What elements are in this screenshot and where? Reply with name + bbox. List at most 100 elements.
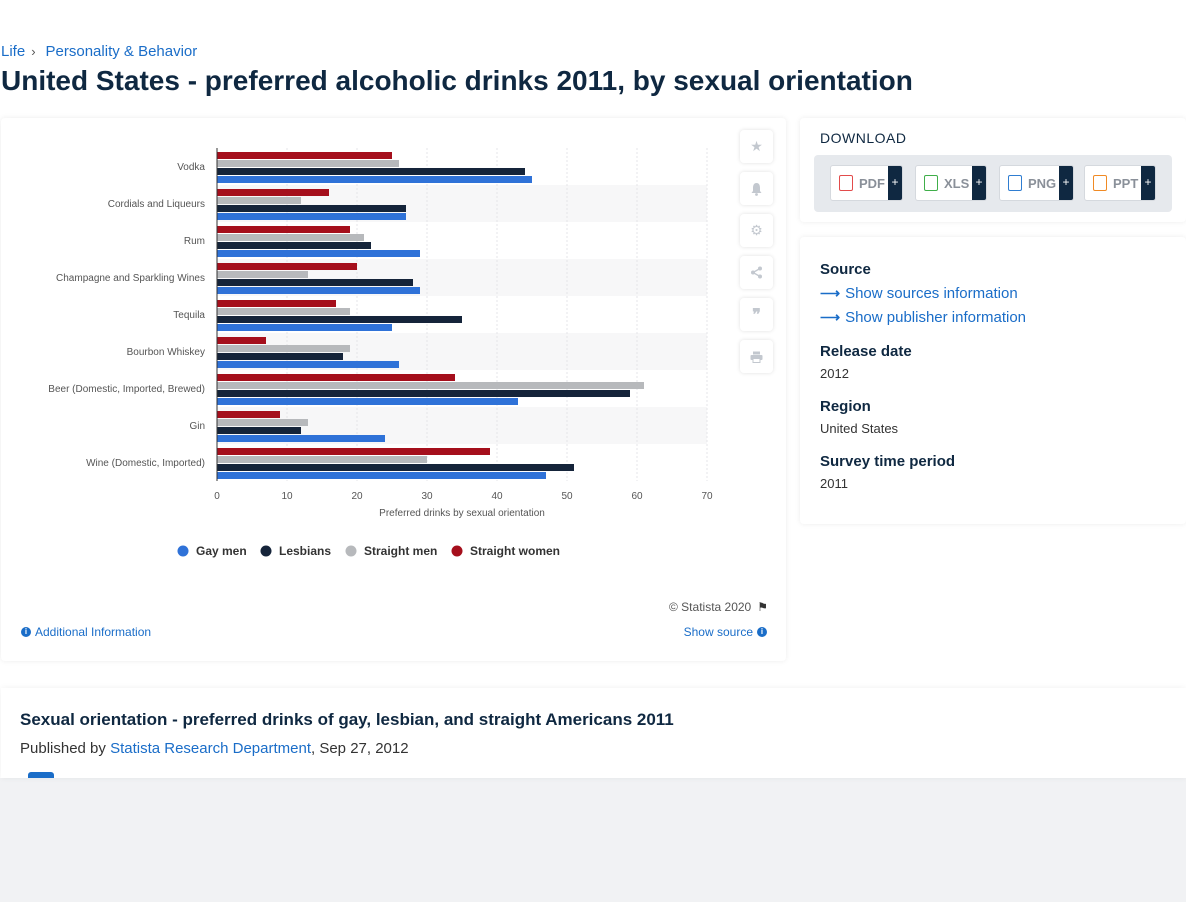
download-xls-button[interactable]: XLS + [915, 165, 987, 201]
category-label: Vodka [177, 162, 205, 173]
arrow-right-icon: ⟶ [820, 285, 841, 301]
region-value: United States [820, 421, 899, 436]
legend-label: Straight women [470, 544, 560, 558]
category-label: Bourbon Whiskey [127, 347, 205, 358]
info-icon: i [21, 627, 31, 637]
release-date-heading: Release date [820, 343, 912, 360]
download-ppt-label: PPT [1113, 175, 1139, 191]
ppt-file-icon [1093, 175, 1107, 191]
bar-gay-men [217, 398, 518, 405]
print-icon [750, 351, 763, 363]
bar-straight-men [217, 271, 308, 278]
category-label: Wine (Domestic, Imported) [86, 458, 205, 469]
download-title: DOWNLOAD [820, 130, 907, 146]
region-heading: Region [820, 398, 871, 415]
statistic-details-card: Source ⟶ Show sources information ⟶ Show… [800, 237, 1186, 524]
x-tick-label: 0 [214, 491, 220, 502]
bar-lesbians [217, 390, 630, 397]
bar-straight-women [217, 374, 455, 381]
survey-period-heading: Survey time period [820, 453, 956, 470]
legend-marker [177, 545, 189, 557]
bar-gay-men [217, 176, 532, 183]
bar-straight-men [217, 160, 399, 167]
share-icon [751, 266, 762, 279]
bar-straight-men [217, 419, 308, 426]
bar-straight-men [217, 456, 427, 463]
x-tick-label: 20 [351, 491, 363, 502]
arrow-right-icon: ⟶ [820, 309, 841, 325]
bar-straight-men [217, 345, 350, 352]
bar-gay-men [217, 213, 406, 220]
download-card: DOWNLOAD PDF + XLS + PNG + PPT + [800, 118, 1186, 222]
plus-icon: + [1059, 166, 1073, 200]
info-icon: i [757, 627, 767, 637]
breadcrumb: Life › Personality & Behavior [1, 43, 197, 60]
published-by-prefix: Published by [20, 740, 111, 757]
notification-button[interactable] [740, 172, 773, 205]
pdf-file-icon [839, 175, 853, 191]
download-bar: PDF + XLS + PNG + PPT + [814, 155, 1172, 212]
premium-badge [28, 772, 54, 778]
favorite-button[interactable]: ★ [740, 130, 773, 163]
bar-straight-women [217, 337, 266, 344]
bar-gay-men [217, 250, 420, 257]
publisher-link[interactable]: Statista Research Department [110, 740, 311, 757]
show-sources-label: Show sources information [845, 285, 1018, 302]
category-label: Champagne and Sparkling Wines [56, 273, 205, 284]
star-icon: ★ [750, 138, 763, 154]
legend-label: Gay men [196, 544, 247, 558]
bar-straight-women [217, 411, 280, 418]
bar-straight-men [217, 197, 301, 204]
x-tick-label: 50 [561, 491, 573, 502]
bar-chart: Vodka Cordials and Liqueurs Rum Champagne a… [48, 148, 713, 558]
legend-label: Lesbians [279, 544, 331, 558]
print-button[interactable] [740, 340, 773, 373]
x-tick-label: 70 [701, 491, 713, 502]
bar-straight-men [217, 308, 350, 315]
category-label: Cordials and Liqueurs [108, 199, 205, 210]
bar-gay-men [217, 324, 392, 331]
bar-straight-women [217, 300, 336, 307]
plus-icon: + [972, 166, 986, 200]
category-label: Rum [184, 236, 205, 247]
bar-straight-women [217, 152, 392, 159]
page-title: United States - preferred alcoholic drin… [1, 65, 913, 96]
bar-lesbians [217, 316, 462, 323]
source-heading: Source [820, 261, 871, 278]
category-label: Beer (Domestic, Imported, Brewed) [48, 384, 205, 395]
release-date-value: 2012 [820, 366, 849, 381]
download-png-button[interactable]: PNG + [999, 165, 1074, 201]
additional-info-link[interactable]: i Additional Information [21, 625, 151, 639]
download-ppt-button[interactable]: PPT + [1084, 165, 1156, 201]
share-button[interactable] [740, 256, 773, 289]
bar-straight-women [217, 226, 350, 233]
bar-straight-men [217, 382, 644, 389]
show-publisher-link[interactable]: ⟶ Show publisher information [820, 309, 1026, 326]
cite-button[interactable]: ❞ [740, 298, 773, 331]
bar-lesbians [217, 464, 574, 471]
settings-button[interactable]: ⚙ [740, 214, 773, 247]
legend-marker [451, 545, 463, 557]
bell-icon [751, 182, 762, 196]
breadcrumb-link-personality[interactable]: Personality & Behavior [45, 43, 198, 60]
show-sources-link[interactable]: ⟶ Show sources information [820, 285, 1018, 302]
download-pdf-button[interactable]: PDF + [830, 165, 903, 201]
show-source-link[interactable]: Show source i [684, 625, 767, 639]
legend-marker [260, 545, 272, 557]
png-file-icon [1008, 175, 1022, 191]
published-by: Published by Statista Research Departmen… [20, 740, 409, 757]
xls-file-icon [924, 175, 938, 191]
flag-icon[interactable]: ⚑ [757, 600, 768, 614]
bar-lesbians [217, 205, 406, 212]
x-tick-label: 10 [281, 491, 293, 502]
breadcrumb-link-life[interactable]: Life [1, 43, 26, 60]
category-label: Gin [189, 421, 205, 432]
show-publisher-label: Show publisher information [845, 309, 1027, 326]
bar-lesbians [217, 168, 525, 175]
bar-gay-men [217, 361, 399, 368]
category-label: Tequila [173, 310, 205, 321]
survey-period-value: 2011 [820, 476, 848, 491]
plus-icon: + [888, 166, 902, 200]
bar-straight-women [217, 263, 357, 270]
breadcrumb-separator: › [31, 44, 36, 59]
